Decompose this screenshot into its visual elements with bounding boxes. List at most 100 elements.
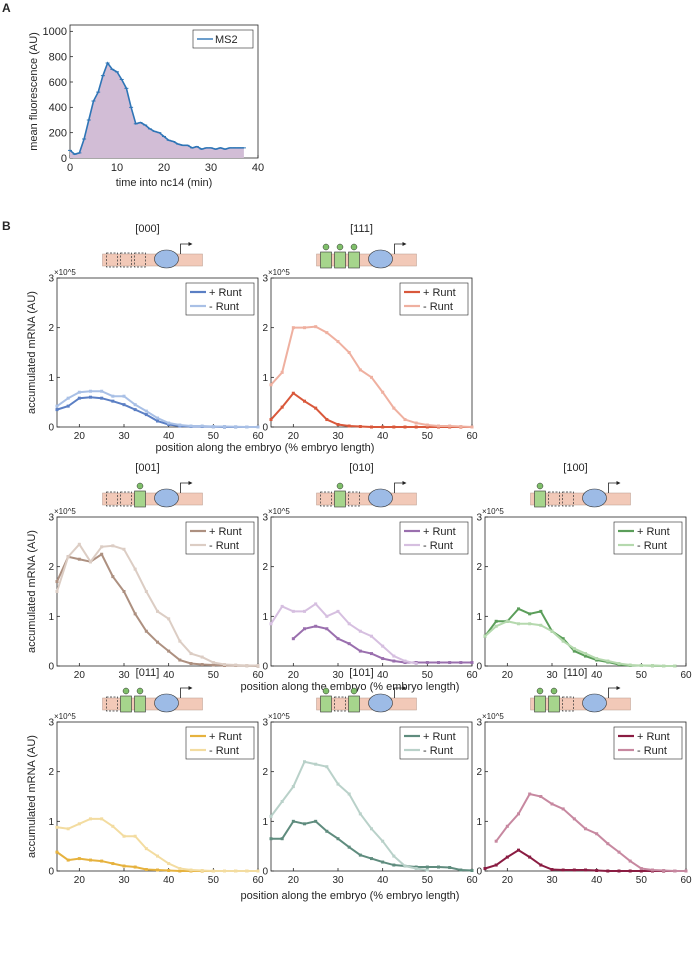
promoter-arrow-icon: [608, 482, 619, 493]
data-point: [223, 425, 226, 429]
data-point: [606, 659, 610, 663]
data-point: [639, 867, 643, 871]
chart-title: [011]: [136, 667, 160, 679]
y-axis-label: accumulated mRNA (AU): [26, 291, 38, 414]
data-point: [539, 863, 543, 867]
data-point: [77, 390, 81, 394]
data-point: [89, 817, 92, 821]
y-tick-label: 3: [48, 718, 54, 729]
data-point: [392, 863, 396, 867]
data-point: [414, 421, 418, 425]
x-tick-label: 30: [332, 431, 344, 442]
data-point: [100, 545, 104, 549]
y-tick-label: 1: [262, 373, 268, 384]
data-point: [314, 819, 318, 823]
data-point: [303, 399, 306, 403]
data-point: [662, 869, 666, 873]
x-tick-label: 50: [208, 431, 220, 442]
chart-111: 20 30 40 50 60 0 1 2 3 [111] ×10^5 + Runt - Runt: [262, 223, 478, 442]
data-point: [189, 424, 193, 428]
arrowhead-icon: [402, 481, 407, 485]
x-tick-label: 20: [288, 670, 300, 681]
runt-protein-icon: [336, 243, 344, 251]
data-point: [392, 854, 396, 858]
data-point: [234, 869, 238, 873]
data-point: [572, 649, 576, 653]
data-point: [448, 661, 452, 665]
data-point: [325, 829, 329, 833]
series-line-plus-runt: [270, 391, 472, 428]
data-point: [133, 567, 137, 571]
y-tick-label: 3: [476, 718, 482, 729]
runt-protein-icon: [322, 243, 330, 251]
y-tick-label: 3: [262, 274, 268, 285]
x-tick-label: 50: [636, 875, 648, 886]
data-point: [617, 869, 621, 873]
data-point: [156, 640, 159, 644]
data-point: [178, 867, 182, 871]
data-point: [211, 869, 215, 873]
data-point: [550, 629, 554, 633]
legend-label: + Runt: [637, 526, 670, 538]
runt-protein-icon: [136, 687, 144, 695]
data-point: [347, 424, 351, 428]
data-point: [55, 580, 59, 584]
data-point: [200, 655, 204, 659]
data-point: [572, 647, 576, 651]
data-point: [111, 399, 115, 403]
runt-protein-icon: [322, 687, 330, 695]
data-point: [628, 869, 632, 873]
data-point: [403, 418, 407, 422]
data-point: [256, 664, 260, 668]
promoter-arrow-icon: [180, 243, 191, 254]
data-point: [89, 560, 92, 564]
data-point: [528, 792, 532, 796]
arrowhead-icon: [402, 242, 407, 246]
y-tick-label: 1: [476, 612, 482, 623]
data-point: [584, 652, 587, 656]
data-point: [133, 834, 137, 838]
data-point: [55, 404, 59, 408]
data-point: [178, 423, 182, 427]
y-exponent-label: ×10^5: [268, 507, 290, 516]
data-point: [370, 425, 373, 429]
y-exponent-label: ×10^5: [482, 507, 504, 516]
data-point: [211, 425, 215, 429]
data-point: [459, 425, 463, 429]
data-point: [100, 859, 104, 863]
data-point: [325, 627, 329, 631]
x-tick-label: 20: [74, 670, 86, 681]
binding-site-occupied: [334, 251, 346, 269]
y-tick-label: 800: [49, 52, 67, 64]
data-point: [370, 375, 373, 379]
polymerase-icon: [368, 488, 393, 508]
data-point: [528, 855, 532, 859]
binding-site-empty: [320, 491, 332, 507]
y-exponent-label: ×10^5: [54, 712, 76, 721]
x-tick-label: 60: [466, 875, 478, 886]
x-tick-label: 30: [546, 670, 558, 681]
data-point: [55, 408, 59, 412]
axes-box: [56, 277, 259, 428]
legend: [613, 726, 683, 760]
runt-protein-icon: [536, 482, 544, 490]
x-axis-label: position along the embryo (% embryo leng…: [241, 681, 460, 693]
x-tick-label: 30: [118, 670, 130, 681]
chart-title: [010]: [349, 462, 373, 474]
data-point: [55, 590, 59, 593]
y-tick-label: 2: [48, 323, 54, 334]
data-point: [403, 425, 407, 429]
runt-protein-icon: [350, 243, 358, 251]
polymerase-icon: [154, 693, 179, 713]
data-point: [167, 421, 171, 425]
data-point: [66, 858, 70, 862]
runt-protein-icon: [136, 482, 144, 490]
y-tick-label: 0: [48, 423, 54, 434]
y-tick-label: 3: [476, 513, 482, 524]
data-point: [561, 807, 565, 811]
data-point: [156, 609, 159, 613]
legend-label: - Runt: [637, 745, 667, 757]
data-point: [336, 637, 340, 641]
data-point: [156, 868, 159, 872]
